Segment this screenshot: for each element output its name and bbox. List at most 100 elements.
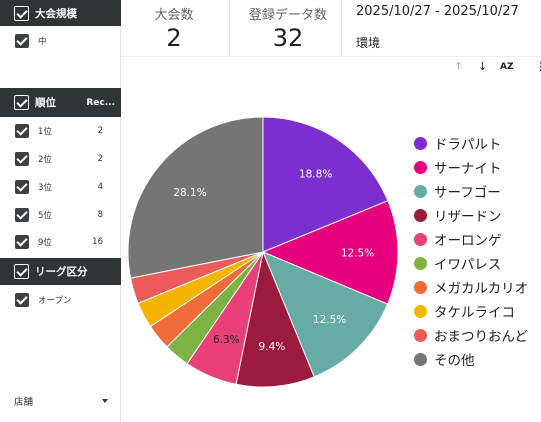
option-count: 2 <box>97 126 103 136</box>
option-label: 1位 <box>38 127 52 137</box>
filter-option[interactable]: 3位 4 <box>0 179 121 195</box>
legend-swatch <box>414 328 427 342</box>
legend-label: オーロンゲ <box>434 233 502 249</box>
checkbox[interactable] <box>15 235 29 249</box>
legend-item[interactable]: メガカルカリオ <box>414 277 528 297</box>
slice-data-label: 12.5% <box>341 247 374 259</box>
option-count: 8 <box>97 210 103 220</box>
legend-swatch <box>414 352 427 366</box>
legend-item[interactable]: サーナイト <box>414 157 502 177</box>
pie-slice[interactable] <box>262 116 389 253</box>
pie-slice[interactable] <box>186 251 264 385</box>
option-label: 3位 <box>38 183 52 193</box>
legend-item[interactable]: リザードン <box>414 205 502 225</box>
checkbox[interactable] <box>15 293 29 307</box>
filter-option[interactable]: 5位 8 <box>0 207 121 223</box>
slice-data-label: 28.1% <box>173 187 206 199</box>
slice-data-label: 18.8% <box>299 169 332 181</box>
option-label: 5位 <box>38 211 52 221</box>
filter-rank-header[interactable]: 順位 Rec... <box>0 88 121 117</box>
tournament-count-label: 大会数 <box>154 8 194 23</box>
store-dropdown[interactable]: 店舗 <box>14 394 108 408</box>
legend-label: サーナイト <box>434 161 502 177</box>
divider <box>121 56 541 57</box>
select-all-checkbox[interactable] <box>14 264 29 279</box>
checkbox[interactable] <box>15 124 29 138</box>
pie-slice[interactable] <box>129 251 264 304</box>
select-all-checkbox[interactable] <box>14 95 29 110</box>
legend-label: おまつりおんど <box>434 329 529 345</box>
legend-swatch <box>414 160 427 174</box>
legend-item[interactable]: サーフゴー <box>414 181 501 201</box>
pie-slice[interactable] <box>261 200 399 305</box>
filter-rank-title: 順位 <box>35 97 56 109</box>
legend-label: ドラパルト <box>434 137 502 153</box>
legend-swatch <box>414 304 427 318</box>
option-count: 4 <box>97 182 103 192</box>
legend-item[interactable]: タケルライコ <box>414 301 515 321</box>
legend-swatch <box>414 256 427 270</box>
pie-slice[interactable] <box>166 251 264 365</box>
legend-swatch <box>414 232 427 246</box>
sort-ascending-icon[interactable]: ↑ <box>454 60 464 73</box>
checkbox[interactable] <box>15 34 29 48</box>
option-label: オープン <box>38 296 72 306</box>
record-count-header[interactable]: Rec... <box>86 97 115 108</box>
option-label: 中 <box>38 37 47 47</box>
legend-label: リザードン <box>434 209 502 225</box>
legend-item[interactable]: イワパレス <box>414 253 501 273</box>
filter-option[interactable]: 1位 2 <box>0 123 121 139</box>
legend-item[interactable]: ドラパルト <box>414 133 501 153</box>
filter-panel: 大会規模 中 順位 Rec... 1位 2 2位 2 3位 4 5位 <box>0 0 121 422</box>
slice-data-label: 6.3% <box>213 334 240 346</box>
more-options-icon[interactable]: ⋮ <box>535 60 541 73</box>
filter-option[interactable]: オープン <box>0 292 121 308</box>
legend-swatch <box>414 184 427 198</box>
legend-item[interactable]: おまつりおんど <box>414 325 528 345</box>
sort-az-icon[interactable]: AZ <box>500 62 514 72</box>
option-label: 9位 <box>38 238 52 248</box>
tournament-count-value: 2 <box>166 24 182 52</box>
filter-option[interactable]: 中 <box>0 33 121 49</box>
divider <box>341 0 342 56</box>
legend-label: イワパレス <box>434 257 502 273</box>
record-count-value: 32 <box>272 24 304 52</box>
filter-option[interactable]: 9位 16 <box>0 234 121 250</box>
pie-slice[interactable] <box>262 251 389 378</box>
filter-size-header[interactable]: 大会規模 <box>0 0 121 26</box>
legend-swatch <box>414 280 427 294</box>
legend-label: メガカルカリオ <box>434 281 529 297</box>
legend-item[interactable]: その他 <box>414 349 475 369</box>
checkbox[interactable] <box>15 152 29 166</box>
legend-label: タケルライコ <box>434 305 515 321</box>
environment-label: 環境 <box>356 36 381 50</box>
legend-label: その他 <box>434 353 475 369</box>
pie-slice[interactable] <box>127 116 264 279</box>
filter-size-title: 大会規模 <box>35 7 77 20</box>
date-range-picker[interactable]: 2025/10/27 - 2025/10/27 <box>356 4 519 19</box>
store-dropdown-label: 店舗 <box>14 397 34 408</box>
divider <box>229 0 230 56</box>
legend-swatch <box>414 208 427 222</box>
select-all-checkbox[interactable] <box>14 5 29 21</box>
sort-descending-icon[interactable]: ↓ <box>478 60 488 73</box>
slice-data-label: 9.4% <box>259 341 286 353</box>
legend-label: サーフゴー <box>434 185 501 201</box>
option-count: 16 <box>92 237 103 247</box>
slice-data-label: 12.5% <box>313 314 346 326</box>
legend-item[interactable]: オーロンゲ <box>414 229 502 249</box>
filter-league-title: リーグ区分 <box>35 266 88 278</box>
checkbox[interactable] <box>15 180 29 194</box>
record-count-label: 登録データ数 <box>248 8 327 23</box>
filter-option[interactable]: 2位 2 <box>0 151 121 167</box>
pie-slice[interactable] <box>137 251 264 328</box>
filter-league-header[interactable]: リーグ区分 <box>0 258 121 285</box>
legend-swatch <box>414 136 427 150</box>
pie-slice[interactable] <box>235 250 315 388</box>
pie-slice[interactable] <box>149 251 264 348</box>
caret-down-icon <box>102 399 108 403</box>
checkbox[interactable] <box>15 208 29 222</box>
option-count: 2 <box>97 154 103 164</box>
option-label: 2位 <box>38 155 52 165</box>
